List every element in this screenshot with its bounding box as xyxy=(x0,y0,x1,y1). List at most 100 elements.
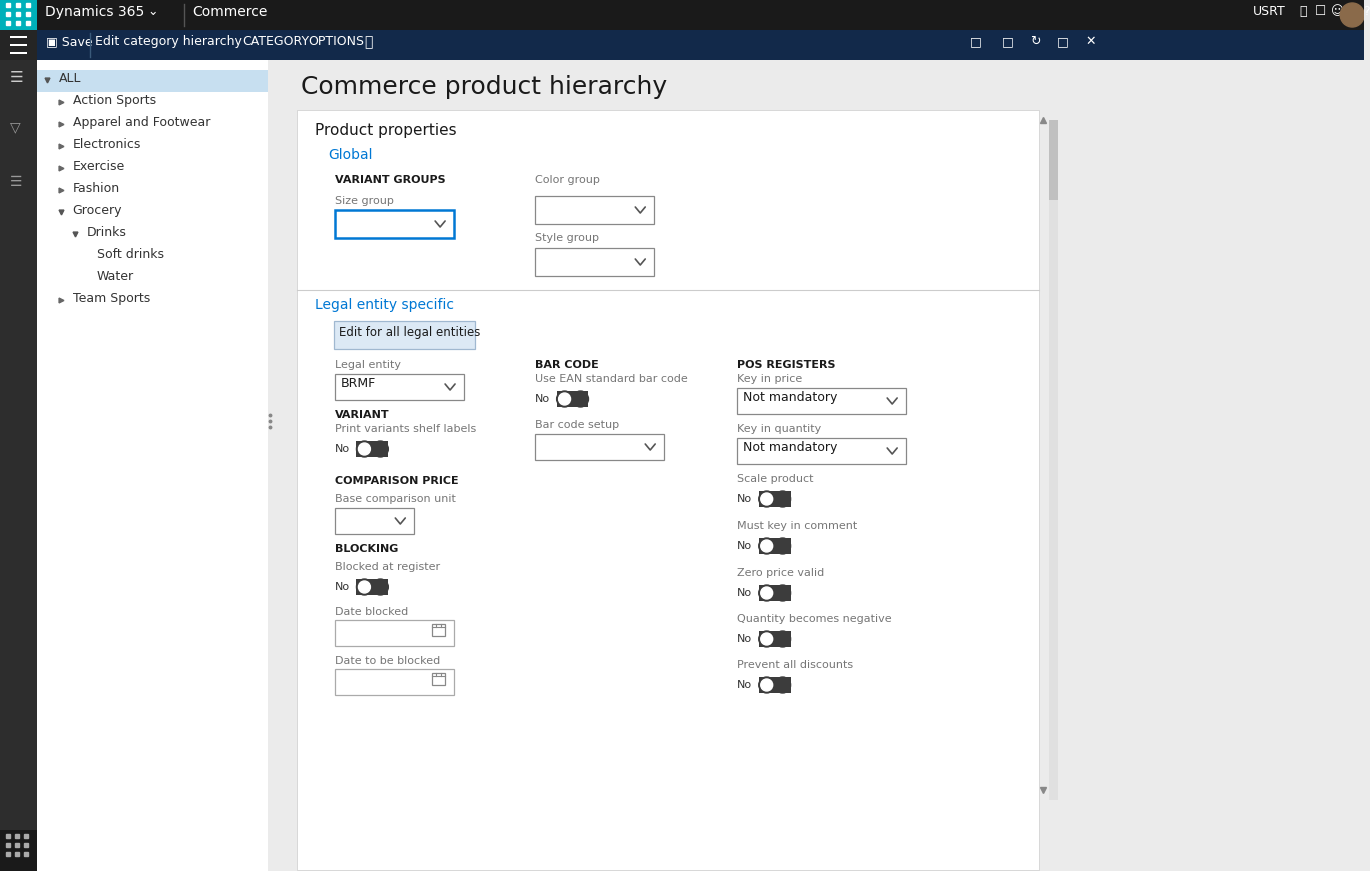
Text: Quantity becomes negative: Quantity becomes negative xyxy=(737,614,892,624)
Text: ☐: ☐ xyxy=(1315,5,1326,18)
Text: No: No xyxy=(737,634,752,644)
Text: Not mandatory: Not mandatory xyxy=(743,391,837,404)
Text: Blocked at register: Blocked at register xyxy=(334,562,440,572)
Text: VARIANT GROUPS: VARIANT GROUPS xyxy=(334,175,445,185)
Text: No: No xyxy=(534,394,549,404)
Circle shape xyxy=(760,493,773,505)
Bar xyxy=(334,620,453,646)
Circle shape xyxy=(760,540,773,552)
Text: Soft drinks: Soft drinks xyxy=(97,248,163,261)
Text: Commerce product hierarchy: Commerce product hierarchy xyxy=(300,75,667,99)
Circle shape xyxy=(759,538,774,554)
Text: ALL: ALL xyxy=(59,72,81,85)
Text: Zero price valid: Zero price valid xyxy=(737,568,825,578)
Circle shape xyxy=(759,677,774,693)
Text: ☺: ☺ xyxy=(1332,5,1344,18)
Text: Legal entity: Legal entity xyxy=(334,360,400,370)
Circle shape xyxy=(359,443,370,455)
Text: VARIANT: VARIANT xyxy=(334,410,389,420)
Bar xyxy=(556,391,589,407)
Text: COMPARISON PRICE: COMPARISON PRICE xyxy=(334,476,458,486)
Text: Color group: Color group xyxy=(534,175,600,185)
Text: BAR CODE: BAR CODE xyxy=(534,360,599,370)
Circle shape xyxy=(556,391,573,407)
Bar xyxy=(37,70,269,92)
Text: Team Sports: Team Sports xyxy=(73,292,149,305)
Text: Edit category hierarchy: Edit category hierarchy xyxy=(95,35,241,48)
Circle shape xyxy=(759,585,774,601)
FancyBboxPatch shape xyxy=(333,321,475,349)
Bar xyxy=(297,110,1038,870)
Text: ☰: ☰ xyxy=(10,70,23,85)
Bar xyxy=(1048,120,1059,800)
Bar xyxy=(759,631,790,647)
Text: Legal entity specific: Legal entity specific xyxy=(315,298,453,312)
Text: Prevent all discounts: Prevent all discounts xyxy=(737,660,854,670)
Text: ?: ? xyxy=(1363,5,1370,18)
Text: ⌕: ⌕ xyxy=(1299,5,1307,18)
Text: ☰: ☰ xyxy=(10,175,22,189)
Text: Water: Water xyxy=(97,270,134,283)
Circle shape xyxy=(760,587,773,599)
Bar xyxy=(737,438,906,464)
Text: USRT: USRT xyxy=(1252,5,1285,18)
Text: CATEGORY: CATEGORY xyxy=(242,35,310,48)
Bar xyxy=(737,388,906,414)
Text: Edit for all legal entities: Edit for all legal entities xyxy=(338,326,480,339)
Bar xyxy=(10,52,27,54)
Bar xyxy=(759,538,790,554)
Text: ⌕: ⌕ xyxy=(364,35,373,49)
Bar xyxy=(0,60,37,871)
Bar xyxy=(334,508,414,534)
Text: Use EAN standard bar code: Use EAN standard bar code xyxy=(534,374,688,384)
Text: No: No xyxy=(334,582,349,592)
Circle shape xyxy=(774,677,790,693)
Circle shape xyxy=(356,441,373,457)
Bar xyxy=(432,624,445,636)
Text: OPTIONS: OPTIONS xyxy=(308,35,364,48)
Text: Fashion: Fashion xyxy=(73,182,119,195)
Text: Date to be blocked: Date to be blocked xyxy=(334,656,440,666)
Bar xyxy=(0,0,37,30)
Text: Date blocked: Date blocked xyxy=(334,607,408,617)
Bar xyxy=(0,30,37,60)
Text: Scale product: Scale product xyxy=(737,474,814,484)
Text: BLOCKING: BLOCKING xyxy=(334,544,397,554)
Text: □: □ xyxy=(1001,35,1014,48)
Text: No: No xyxy=(737,541,752,551)
Bar xyxy=(10,36,27,38)
Bar xyxy=(334,669,453,695)
Bar xyxy=(1048,120,1059,200)
Text: ▣ Save: ▣ Save xyxy=(45,35,92,48)
Text: POS REGISTERS: POS REGISTERS xyxy=(737,360,836,370)
Text: Exercise: Exercise xyxy=(73,160,125,173)
Bar xyxy=(759,491,790,507)
Circle shape xyxy=(373,441,388,457)
Text: Base comparison unit: Base comparison unit xyxy=(334,494,455,504)
Circle shape xyxy=(774,585,790,601)
Bar xyxy=(269,60,1365,871)
Text: No: No xyxy=(737,680,752,690)
Bar xyxy=(37,60,269,871)
Text: No: No xyxy=(737,588,752,598)
Bar xyxy=(432,673,445,685)
Bar xyxy=(356,579,388,595)
Text: Grocery: Grocery xyxy=(73,204,122,217)
Circle shape xyxy=(1340,3,1365,27)
Text: No: No xyxy=(334,444,349,454)
Bar xyxy=(0,830,37,871)
Text: Product properties: Product properties xyxy=(315,123,456,138)
Circle shape xyxy=(774,538,790,554)
Text: Print variants shelf labels: Print variants shelf labels xyxy=(334,424,475,434)
Text: Style group: Style group xyxy=(534,233,599,243)
Text: ↻: ↻ xyxy=(1030,35,1040,48)
Circle shape xyxy=(356,579,373,595)
Bar xyxy=(334,374,464,400)
Circle shape xyxy=(760,633,773,645)
Text: Commerce: Commerce xyxy=(192,5,267,19)
Text: □: □ xyxy=(1056,35,1069,48)
Bar xyxy=(0,30,1365,60)
Bar xyxy=(534,196,655,224)
Circle shape xyxy=(559,393,570,405)
Text: Drinks: Drinks xyxy=(86,226,126,239)
